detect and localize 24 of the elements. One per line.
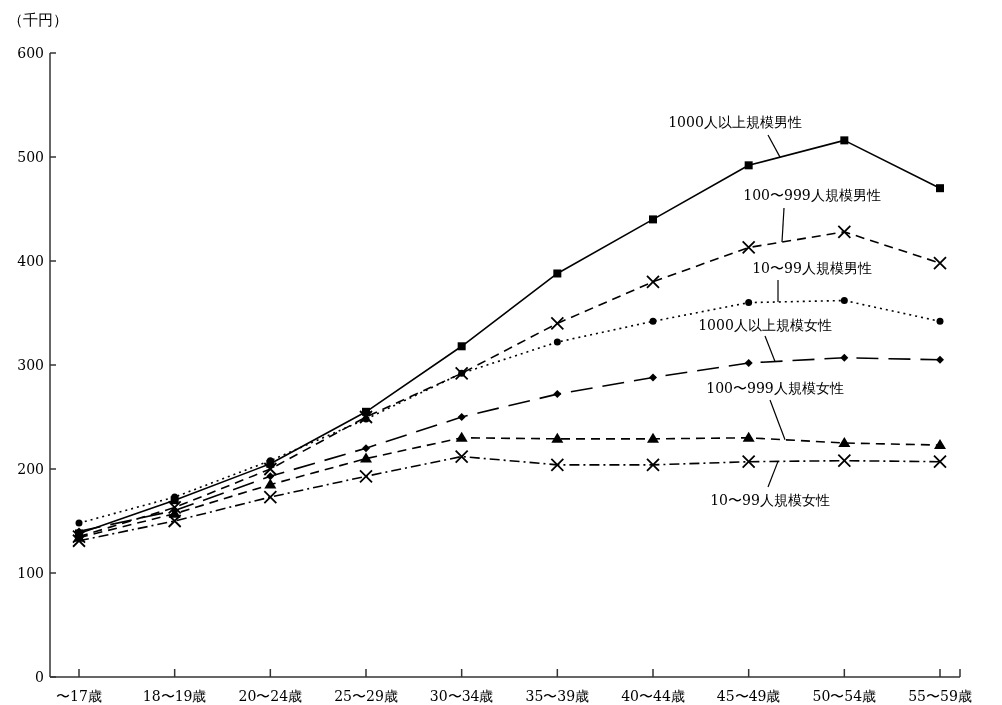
legend-label: 10〜99人規模女性 <box>710 492 830 508</box>
y-axis-title: （千円） <box>8 11 68 29</box>
x-tick-label: 45〜49歳 <box>716 688 781 704</box>
series-label: 10〜99人規模男性 <box>752 260 872 276</box>
x-tick-label: 20〜24歳 <box>238 688 303 704</box>
x-tick-label: 40〜44歳 <box>621 688 685 704</box>
text: 100〜999人規模女性 <box>706 380 844 396</box>
x-tick-label: 25〜29歳 <box>334 688 398 704</box>
y-tick-label: 300 <box>17 357 44 373</box>
y-tick-label: 600 <box>17 45 44 61</box>
y-tick-label: 400 <box>17 253 44 269</box>
x-tick-label: 〜17歳 <box>56 688 102 704</box>
y-tick-label: 0 <box>35 669 44 685</box>
y-tick-label: 500 <box>17 149 44 165</box>
x-tick-label: 50〜54歳 <box>812 688 877 704</box>
x-tick-label: 18〜19歳 <box>142 688 207 704</box>
text: 100〜999人規模男性 <box>743 187 881 203</box>
series-label: 1000人以上規模女性 <box>698 317 832 333</box>
y-tick-label: 100 <box>17 565 44 581</box>
series-label: 1000人以上規模男性 <box>668 114 802 130</box>
y-tick-label: 200 <box>17 461 44 477</box>
x-tick-label: 35〜39歳 <box>525 688 590 704</box>
x-tick-label: 30〜34歳 <box>429 688 494 704</box>
x-tick-label: 55〜59歳 <box>908 688 972 704</box>
